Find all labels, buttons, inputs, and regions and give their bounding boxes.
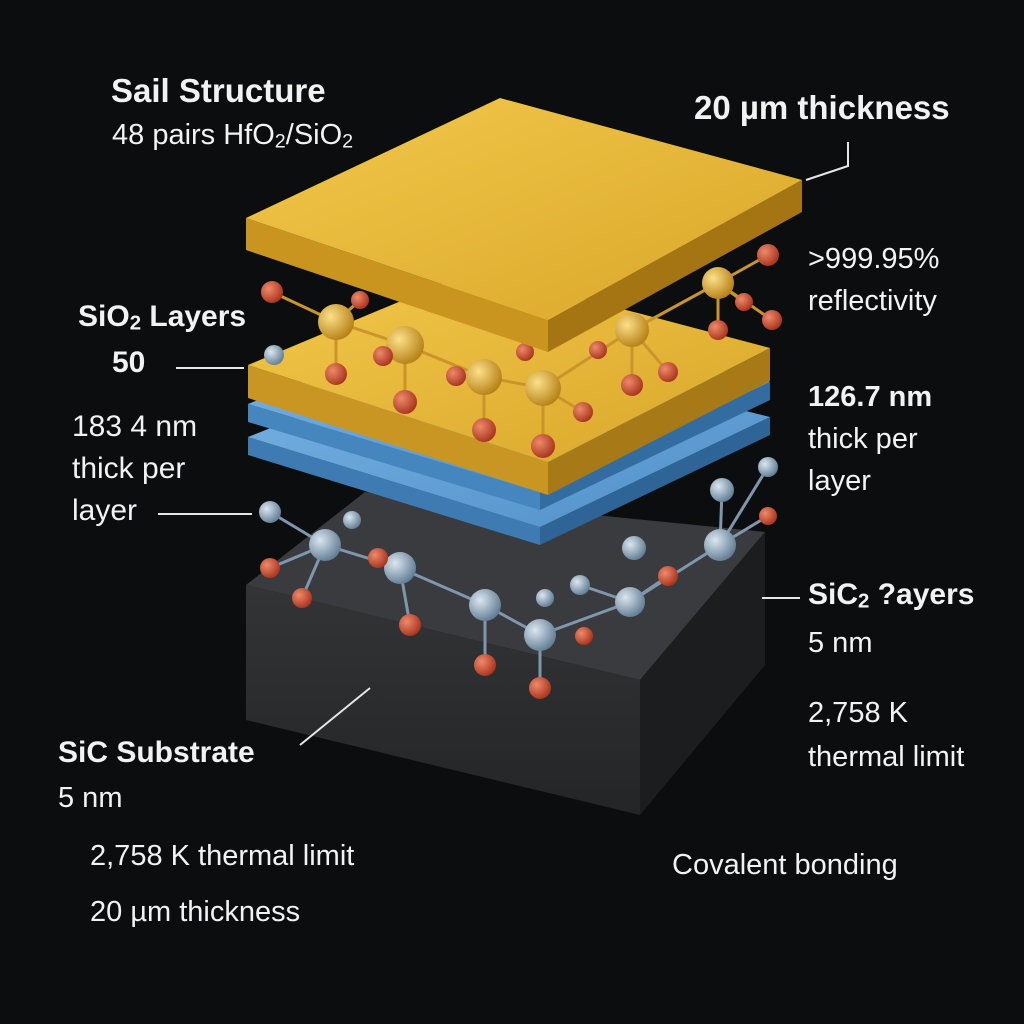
- leader-lines: [158, 142, 849, 746]
- sic-substrate-value: 5 nm: [58, 782, 123, 814]
- sail-pairs-mid: /SiO: [285, 119, 343, 151]
- right-thermal-label: thermal limit: [808, 741, 965, 773]
- sic-atoms: [259, 457, 778, 699]
- sio2-layer-count: 50: [112, 346, 146, 379]
- sic2-prefix: SiC: [808, 578, 859, 611]
- sail-structure-plate: [246, 98, 802, 352]
- right-layer-thickness-line3: layer: [808, 465, 871, 497]
- right-layer-thickness-line2: thick per: [808, 423, 918, 455]
- right-layer-thickness-value: 126.7 nm: [808, 381, 933, 413]
- reflectivity-label: reflectivity: [808, 285, 937, 317]
- sio2-thickness-line3: layer: [72, 494, 138, 527]
- sio2-suffix: Layers: [141, 300, 247, 333]
- sio2-prefix: SiO: [78, 300, 130, 333]
- sic2-suffix: ?ayers: [869, 578, 975, 611]
- sail-pairs-sub1: 2: [274, 130, 286, 153]
- sail-pairs-label: 48 pairs HfO2/SiO2: [112, 119, 353, 153]
- sic2-layers-value: 5 nm: [808, 627, 873, 659]
- sail-structure-title: Sail Structure: [111, 72, 326, 109]
- sio2-layers-title: SiO2 Layers: [78, 300, 246, 336]
- covalent-bonding-label: Covalent bonding: [672, 849, 898, 881]
- sio2-thickness-line2: thick per: [72, 452, 186, 485]
- sail-pairs-sub2: 2: [342, 130, 354, 153]
- reflectivity-value: >999.95%: [808, 243, 940, 275]
- sio2-sub: 2: [129, 312, 142, 335]
- sail-pairs-prefix: 48 pairs HfO: [112, 119, 275, 151]
- bottom-thermal-limit: 2,758 K thermal limit: [90, 840, 355, 872]
- sic-substrate-title: SiC Substrate: [58, 736, 255, 769]
- bottom-thickness: 20 µm thickness: [90, 896, 301, 928]
- sic2-layers-title: SiC2 ?ayers: [808, 578, 974, 614]
- top-thickness-label: 20 µm thickness: [694, 89, 950, 126]
- sio2-thickness-line1: 183 4 nm: [72, 410, 198, 443]
- sic2-sub: 2: [858, 590, 870, 613]
- right-thermal-value: 2,758 K: [808, 697, 908, 729]
- hfo2-atoms: [261, 244, 782, 458]
